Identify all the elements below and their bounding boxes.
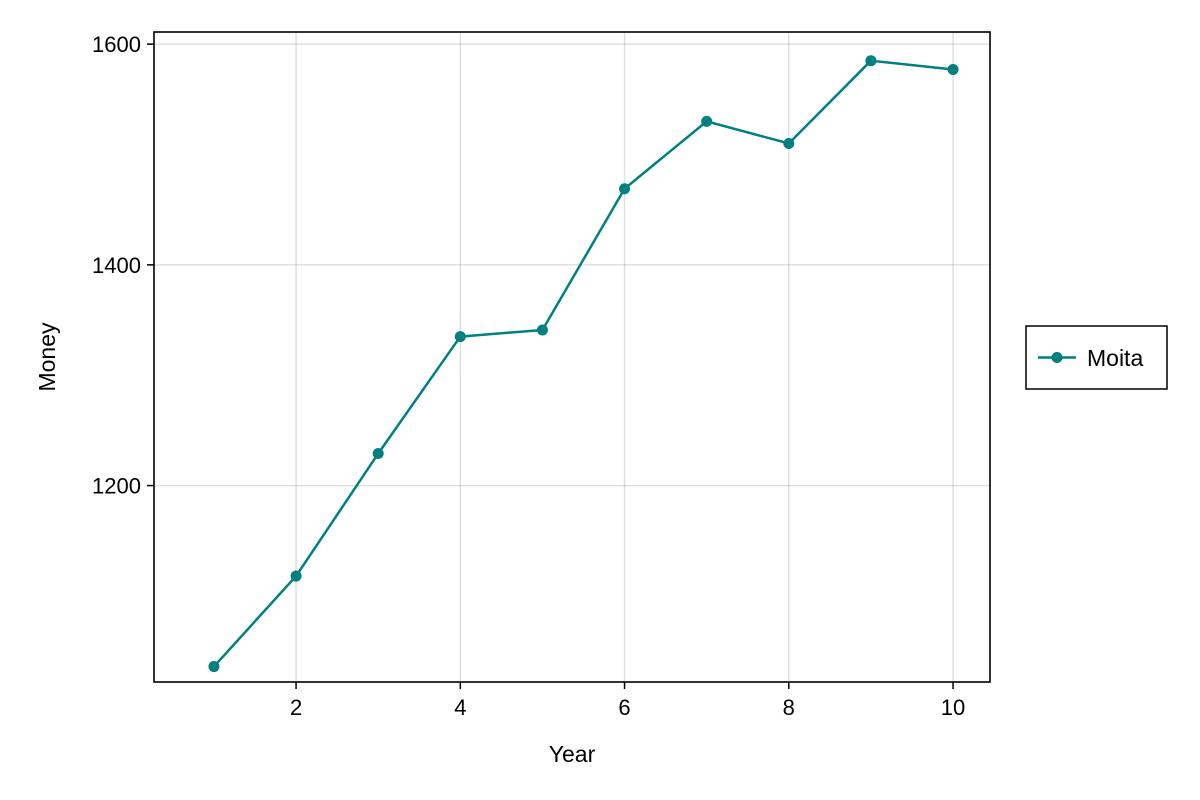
plot-series (208, 55, 959, 673)
y-tick-label: 1400 (92, 253, 141, 278)
data-point (536, 324, 548, 336)
data-point (783, 137, 795, 149)
x-tick-label: 6 (618, 695, 630, 720)
data-point (372, 448, 384, 460)
y-tick-label: 1600 (92, 32, 141, 57)
series-line (213, 59, 954, 668)
data-point (865, 55, 877, 67)
legend: Moita (1025, 325, 1168, 390)
data-point (454, 331, 466, 343)
x-tick-label: 8 (783, 695, 795, 720)
data-point (290, 570, 302, 582)
y-axis-ticks: 1200 1400 1600 (92, 32, 154, 499)
data-point (208, 661, 220, 673)
y-axis-label: Money (34, 322, 60, 392)
legend-point-marker (1051, 352, 1063, 363)
legend-series-label: Moita (1087, 345, 1143, 371)
x-axis-label: Year (549, 741, 596, 767)
y-tick-label: 1200 (92, 474, 141, 499)
x-tick-label: 10 (941, 695, 965, 720)
x-tick-label: 4 (454, 695, 466, 720)
data-point (947, 64, 959, 76)
x-tick-label: 2 (290, 695, 302, 720)
data-point (701, 115, 713, 127)
x-axis-ticks: 2 4 6 8 10 (290, 682, 965, 720)
plot-frame (153, 31, 991, 683)
data-point (619, 183, 631, 195)
